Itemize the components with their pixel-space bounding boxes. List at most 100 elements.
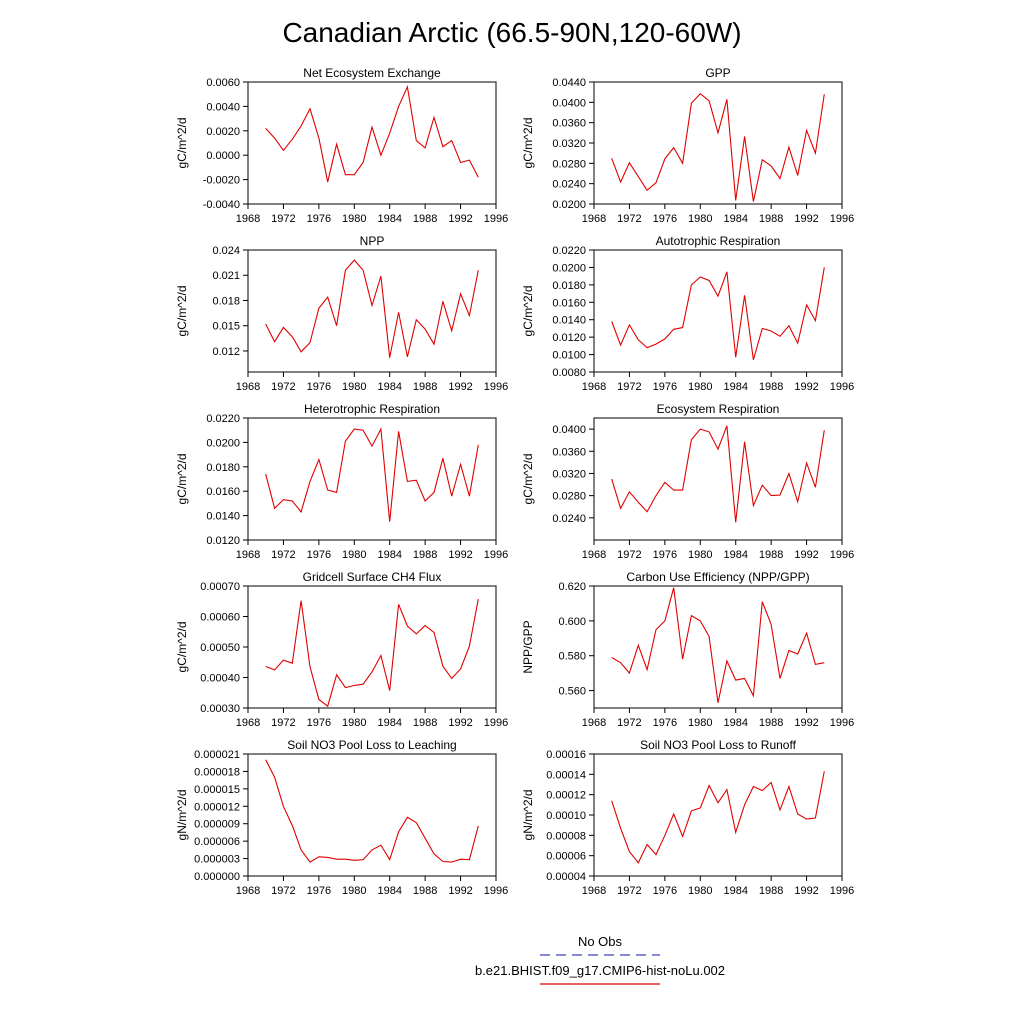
x-tick-label: 1992 [794,717,818,729]
plot-frame [593,417,843,541]
x-tick-label: 1980 [688,381,712,393]
x-tick-label: 1996 [484,381,508,393]
x-tick-label: 1992 [448,885,472,897]
x-tick-label: 1992 [794,885,818,897]
x-tick-label: 1976 [653,885,677,897]
x-tick-label: 1988 [413,381,437,393]
y-tick-label: 0.0200 [552,262,586,274]
y-tick-label: 0.0140 [206,511,240,523]
y-axis-label: gC/m^2/d [175,622,189,673]
y-tick-label: 0.00008 [546,830,586,842]
x-tick-label: 1968 [582,885,606,897]
x-tick-label: 1988 [759,213,783,225]
y-tick-label: 0.00012 [546,790,586,802]
x-tick-label: 1992 [794,381,818,393]
series-line [611,771,825,864]
x-tick-label: 1988 [413,549,437,561]
x-tick-label: 1996 [484,549,508,561]
y-tick-label: 0.0080 [552,367,586,379]
panel-gridcell-surface-ch4-flux: Gridcell Surface CH4 Flux gC/m^2/d 1968 197… [175,570,508,729]
y-tick-label: 0.0040 [206,101,240,113]
x-tick-label: 1968 [236,549,260,561]
y-tick-label: 0.000000 [194,871,240,883]
x-tick-label: 1980 [342,717,366,729]
y-tick-label: 0.000021 [194,749,240,761]
x-tick-label: 1988 [759,549,783,561]
x-tick-label: 1972 [617,381,641,393]
y-tick-label: 0.0280 [552,158,586,170]
x-tick-label: 1980 [688,213,712,225]
x-tick-label: 1984 [723,549,747,561]
plot-frame [593,585,843,709]
plot-frame [247,585,497,709]
y-tick-label: 0.0020 [206,126,240,138]
panel-title: GPP [705,66,730,80]
x-tick-label: 1996 [830,213,854,225]
x-tick-label: 1996 [830,717,854,729]
y-tick-label: 0.00060 [200,612,240,624]
panel-ecosystem-respiration: Ecosystem Respiration gC/m^2/d 1968 1972 197… [521,402,854,561]
x-tick-label: 1984 [377,549,401,561]
y-tick-label: 0.000006 [194,836,240,848]
x-tick-label: 1988 [413,717,437,729]
y-tick-label: 0.00016 [546,749,586,761]
y-tick-label: -0.0020 [203,175,240,187]
plot-frame [593,753,843,877]
x-tick-label: 1996 [830,549,854,561]
x-tick-label: 1996 [484,213,508,225]
y-tick-label: 0.024 [212,245,240,257]
y-tick-label: 0.0060 [206,77,240,89]
panel-title: NPP [360,234,385,248]
x-tick-label: 1980 [342,213,366,225]
x-tick-label: 1976 [307,885,331,897]
y-tick-label: 0.0120 [552,332,586,344]
x-tick-label: 1996 [484,885,508,897]
panel-title: Soil NO3 Pool Loss to Runoff [640,738,797,752]
x-tick-label: 1972 [271,381,295,393]
x-tick-label: 1976 [307,213,331,225]
series-line [611,587,825,703]
y-tick-label: -0.0040 [203,199,240,211]
x-tick-label: 1996 [484,717,508,729]
y-tick-label: 0.00010 [546,810,586,822]
series-line [265,85,479,183]
panel-title: Net Ecosystem Exchange [303,66,441,80]
x-tick-label: 1976 [653,717,677,729]
y-axis-label: gN/m^2/d [175,790,189,841]
y-tick-label: 0.0120 [206,535,240,547]
y-tick-label: 0.0100 [552,350,586,362]
y-tick-label: 0.000015 [194,784,240,796]
x-tick-label: 1980 [688,717,712,729]
y-tick-label: 0.000003 [194,854,240,866]
y-tick-label: 0.560 [558,686,586,698]
plot-frame [247,81,497,205]
x-tick-label: 1968 [236,717,260,729]
x-tick-label: 1972 [271,549,295,561]
x-tick-label: 1968 [582,381,606,393]
x-tick-label: 1968 [236,381,260,393]
panel-title: Autotrophic Respiration [656,234,781,248]
panel-heterotrophic-respiration: Heterotrophic Respiration gC/m^2/d 1968 197… [175,402,508,561]
x-tick-label: 1992 [448,213,472,225]
x-tick-label: 1988 [759,381,783,393]
y-tick-label: 0.0280 [552,491,586,503]
x-tick-label: 1984 [377,885,401,897]
y-tick-label: 0.00006 [546,851,586,863]
x-tick-label: 1980 [342,885,366,897]
panel-title: Carbon Use Efficiency (NPP/GPP) [626,570,809,584]
y-tick-label: 0.0160 [206,486,240,498]
legend-label-no-obs: No Obs [578,934,623,949]
x-tick-label: 1996 [830,381,854,393]
x-tick-label: 1992 [448,381,472,393]
x-tick-label: 1988 [759,885,783,897]
x-tick-label: 1984 [377,381,401,393]
x-tick-label: 1980 [688,549,712,561]
y-tick-label: 0.0220 [206,413,240,425]
y-tick-label: 0.620 [558,581,586,593]
x-tick-label: 1972 [617,717,641,729]
panel-soil-no3-pool-loss-to-leaching: Soil NO3 Pool Loss to Leaching gN/m^2/d 19… [175,738,508,897]
series-line [265,759,479,863]
x-tick-label: 1980 [342,381,366,393]
panel-soil-no3-pool-loss-to-runoff: Soil NO3 Pool Loss to Runoff gN/m^2/d 1968… [521,738,854,897]
panel-title: Gridcell Surface CH4 Flux [303,570,442,584]
